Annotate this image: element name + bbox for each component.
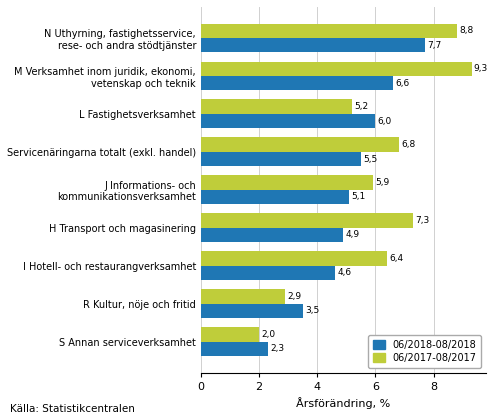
Bar xyxy=(201,342,268,356)
Text: 2,3: 2,3 xyxy=(270,344,284,353)
Bar xyxy=(201,38,425,52)
Bar xyxy=(201,213,413,228)
Bar xyxy=(201,289,285,304)
Text: 5,1: 5,1 xyxy=(352,193,366,201)
Bar xyxy=(201,62,471,76)
Text: 4,9: 4,9 xyxy=(346,230,360,239)
Bar xyxy=(201,24,457,38)
Bar xyxy=(201,266,335,280)
Bar xyxy=(201,114,376,128)
Text: 6,8: 6,8 xyxy=(401,140,415,149)
Text: 5,9: 5,9 xyxy=(375,178,389,187)
Text: Källa: Statistikcentralen: Källa: Statistikcentralen xyxy=(10,404,135,414)
Text: 3,5: 3,5 xyxy=(305,306,319,315)
X-axis label: Årsförändring, %: Årsförändring, % xyxy=(296,397,390,409)
Bar xyxy=(201,76,393,90)
Text: 4,6: 4,6 xyxy=(337,268,351,277)
Bar xyxy=(201,152,361,166)
Text: 5,5: 5,5 xyxy=(363,154,378,163)
Bar xyxy=(201,175,373,190)
Text: 9,3: 9,3 xyxy=(474,64,488,73)
Text: 5,2: 5,2 xyxy=(354,102,369,111)
Bar xyxy=(201,304,303,318)
Text: 7,7: 7,7 xyxy=(427,41,442,50)
Text: 2,0: 2,0 xyxy=(261,330,276,339)
Bar xyxy=(201,228,344,242)
Bar xyxy=(201,99,352,114)
Text: 6,4: 6,4 xyxy=(389,254,404,263)
Bar xyxy=(201,137,399,152)
Text: 6,0: 6,0 xyxy=(378,116,392,126)
Text: 7,3: 7,3 xyxy=(416,216,430,225)
Bar xyxy=(201,190,350,204)
Bar xyxy=(201,251,387,266)
Text: 2,9: 2,9 xyxy=(287,292,302,301)
Text: 6,6: 6,6 xyxy=(395,79,410,88)
Legend: 06/2018-08/2018, 06/2017-08/2017: 06/2018-08/2018, 06/2017-08/2017 xyxy=(368,335,481,368)
Text: 8,8: 8,8 xyxy=(459,26,474,35)
Bar xyxy=(201,327,259,342)
